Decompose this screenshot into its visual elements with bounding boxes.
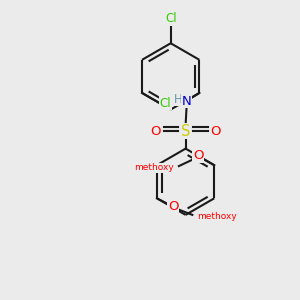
Text: N: N	[182, 95, 191, 108]
Text: O: O	[168, 200, 178, 213]
Text: methoxy: methoxy	[197, 212, 237, 221]
Text: O: O	[150, 124, 161, 138]
Text: O: O	[210, 124, 221, 138]
Text: H: H	[174, 93, 183, 106]
Text: Cl: Cl	[160, 97, 171, 110]
Text: S: S	[181, 124, 190, 139]
Text: methoxy: methoxy	[134, 164, 174, 172]
Text: Cl: Cl	[165, 12, 176, 26]
Text: O: O	[193, 149, 203, 163]
